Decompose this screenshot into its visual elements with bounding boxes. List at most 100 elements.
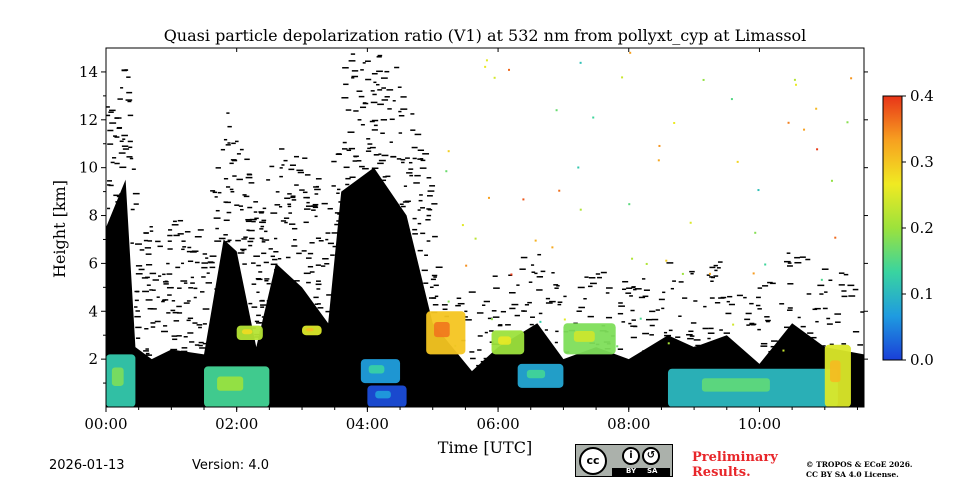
noise-dot xyxy=(303,272,311,275)
noise-dot xyxy=(248,244,253,247)
noise-dot xyxy=(387,108,392,110)
noise-dot xyxy=(162,273,166,276)
noise-dot xyxy=(294,184,299,186)
noise-color-dot xyxy=(555,109,558,112)
noise-dot xyxy=(182,246,187,248)
noise-dot xyxy=(824,291,828,293)
noise-dot xyxy=(230,190,235,193)
noise-dot xyxy=(132,192,140,195)
noise-dot xyxy=(205,282,212,284)
noise-dot xyxy=(342,141,347,144)
noise-dot xyxy=(134,306,138,308)
noise-dot xyxy=(723,332,730,334)
noise-dot xyxy=(167,234,173,237)
noise-dot xyxy=(557,303,562,306)
noise-dot xyxy=(135,326,142,329)
noise-dot xyxy=(469,351,475,353)
noise-dot xyxy=(429,185,436,187)
noise-dot xyxy=(519,268,526,270)
noise-dot xyxy=(292,239,297,241)
noise-dot xyxy=(260,299,265,302)
noise-dot xyxy=(172,338,178,341)
noise-dot xyxy=(246,173,252,176)
noise-dot xyxy=(852,288,859,291)
noise-dot xyxy=(353,110,359,112)
noise-dot xyxy=(432,304,439,306)
noise-dot xyxy=(398,132,403,134)
noise-speckle xyxy=(106,51,864,367)
noise-dot xyxy=(630,336,637,339)
x-axis-label: Time [UTC] xyxy=(438,438,532,457)
aerosol-core-0 xyxy=(111,367,124,386)
noise-dot xyxy=(540,270,546,273)
noise-dot xyxy=(141,277,149,279)
noise-dot xyxy=(289,164,296,166)
noise-dot xyxy=(239,148,244,151)
noise-dot xyxy=(693,300,698,302)
noise-dot xyxy=(745,312,752,315)
aerosol-core-9 xyxy=(573,331,595,342)
noise-dot xyxy=(682,297,688,299)
noise-dot xyxy=(365,60,371,62)
noise-dot xyxy=(757,328,761,331)
noise-dot xyxy=(583,297,587,300)
badge-sa-label: SA xyxy=(647,467,658,475)
noise-dot xyxy=(194,344,200,346)
noise-dot xyxy=(145,264,153,266)
noise-dot xyxy=(787,307,793,309)
noise-dot xyxy=(273,250,279,253)
noise-dot xyxy=(369,120,375,123)
noise-dot xyxy=(135,273,143,275)
noise-dot xyxy=(563,295,567,298)
noise-color-dot xyxy=(621,76,624,79)
noise-dot xyxy=(642,295,649,298)
cc-icon: cc xyxy=(579,447,607,475)
y-tick-label: 4 xyxy=(88,302,98,320)
noise-dot xyxy=(145,352,150,355)
noise-dot xyxy=(509,307,516,310)
noise-dot xyxy=(770,282,776,285)
noise-dot xyxy=(425,219,431,221)
noise-dot xyxy=(201,276,206,278)
noise-dot xyxy=(814,307,821,310)
noise-dot xyxy=(381,87,386,89)
colorbar-tick-label: 0.3 xyxy=(910,153,934,171)
noise-dot xyxy=(173,234,180,237)
noise-dot xyxy=(382,179,387,182)
noise-dot xyxy=(641,278,646,280)
noise-dot xyxy=(264,230,268,233)
noise-dot xyxy=(296,252,302,255)
noise-dot xyxy=(106,207,111,210)
noise-dot xyxy=(294,280,300,282)
noise-dot xyxy=(429,286,434,289)
noise-dot xyxy=(243,195,250,198)
noise-dot xyxy=(234,204,240,206)
noise-dot xyxy=(556,285,560,287)
noise-dot xyxy=(260,225,265,228)
noise-dot xyxy=(229,188,234,191)
noise-dot xyxy=(167,294,172,296)
noise-color-dot xyxy=(474,237,477,240)
noise-dot xyxy=(229,162,234,165)
noise-dot xyxy=(628,322,632,325)
noise-color-dot xyxy=(658,144,661,147)
noise-dot xyxy=(268,248,273,250)
noise-dot xyxy=(376,56,382,58)
noise-dot xyxy=(426,208,431,210)
noise-dot xyxy=(335,153,342,156)
noise-dot xyxy=(281,164,285,166)
noise-dot xyxy=(402,201,410,203)
noise-dot xyxy=(719,329,723,331)
noise-dot xyxy=(727,295,733,298)
noise-dot xyxy=(508,291,516,294)
noise-dot xyxy=(121,145,129,147)
noise-dot xyxy=(135,243,142,245)
noise-dot xyxy=(275,191,280,193)
noise-dot xyxy=(314,193,319,195)
noise-color-dot xyxy=(793,78,796,81)
noise-dot xyxy=(223,219,230,222)
colorbar-tick-label: 0.2 xyxy=(910,219,934,237)
noise-dot xyxy=(315,185,320,188)
noise-dot xyxy=(476,312,484,314)
noise-dot xyxy=(431,203,438,205)
